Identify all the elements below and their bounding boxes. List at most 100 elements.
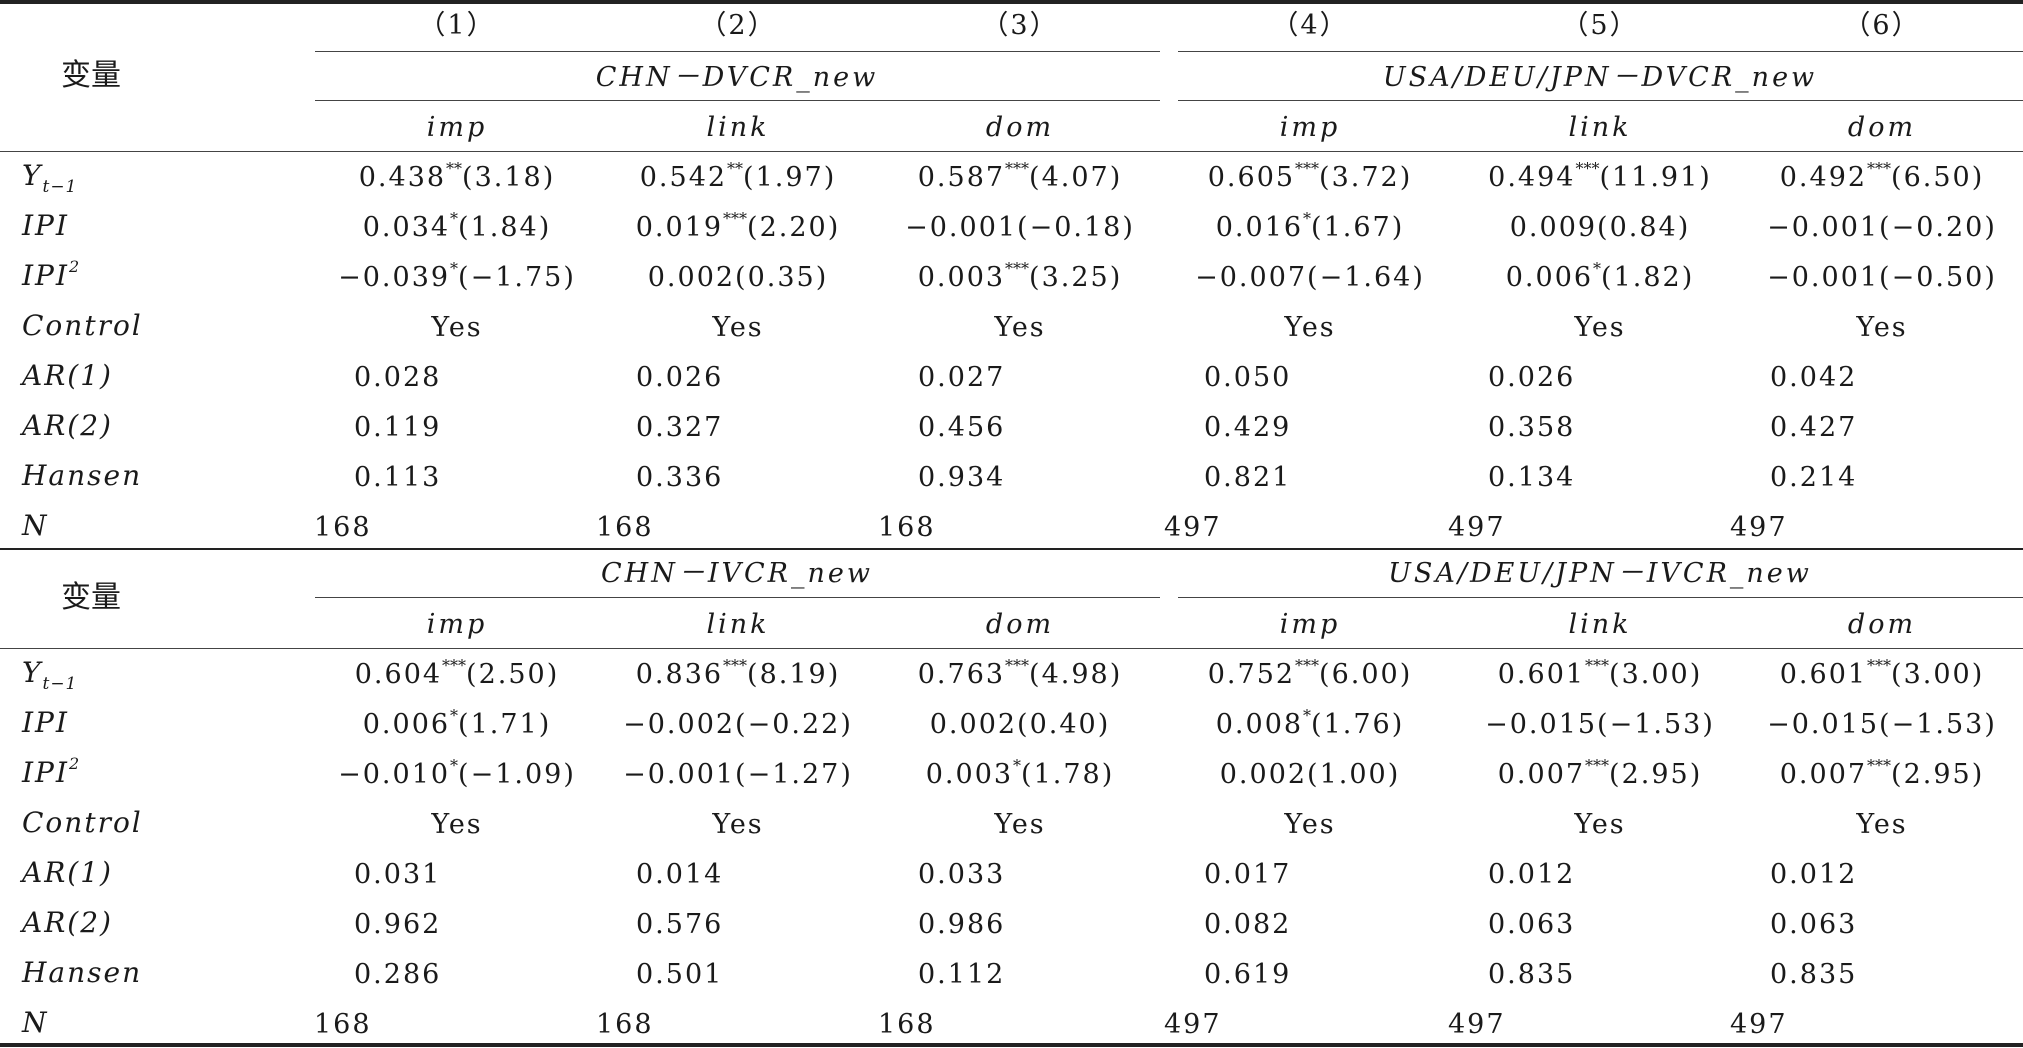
cell-coefficient: 0.063 bbox=[1770, 909, 1858, 940]
subcolumn-header: imp bbox=[1279, 112, 1341, 143]
table-cell: 0.016*(1.67) bbox=[1216, 211, 1404, 242]
cell-t-statistic: (2.95) bbox=[1609, 759, 1703, 790]
cell-t-statistic: (3.00) bbox=[1891, 659, 1985, 690]
table-cell: 0.026 bbox=[636, 364, 723, 391]
significance-stars: *** bbox=[1867, 656, 1892, 675]
cell-coefficient: 0.835 bbox=[1488, 959, 1576, 990]
cell-t-statistic: (3.18) bbox=[462, 162, 556, 193]
row-label-text: Y bbox=[22, 159, 43, 192]
cell-t-statistic: (1.76) bbox=[1311, 709, 1405, 740]
top-rule bbox=[0, 0, 2023, 4]
subcolumn-header: imp bbox=[1279, 609, 1341, 640]
row-label: Control bbox=[22, 312, 143, 340]
row-label-text: AR(1) bbox=[22, 359, 113, 392]
cell-coefficient: 0.031 bbox=[354, 859, 442, 890]
cell-coefficient: Yes bbox=[712, 312, 764, 343]
cell-coefficient: Yes bbox=[431, 809, 483, 840]
table-cell: Yes bbox=[431, 811, 482, 838]
cell-coefficient: 0.042 bbox=[1770, 362, 1858, 393]
row-label: N bbox=[22, 1009, 49, 1037]
cell-coefficient: 0.112 bbox=[918, 959, 1006, 990]
cmidrule-right-group bbox=[1178, 100, 2023, 101]
table-cell: 0.821 bbox=[1204, 464, 1291, 491]
cell-coefficient: Yes bbox=[1284, 312, 1336, 343]
row-label: IPI bbox=[22, 709, 69, 737]
table-cell: 0.494***(11.91) bbox=[1488, 161, 1712, 192]
cell-coefficient: 0.427 bbox=[1770, 412, 1858, 443]
table-cell: 0.587***(4.07) bbox=[918, 161, 1122, 192]
table-cell: 0.605***(3.72) bbox=[1208, 161, 1412, 192]
row-label-text: Control bbox=[22, 806, 143, 839]
table-cell: Yes bbox=[1856, 314, 1907, 341]
significance-stars: * bbox=[450, 756, 459, 775]
table-cell: 497 bbox=[1164, 514, 1222, 541]
table-cell: 0.336 bbox=[636, 464, 723, 491]
row-label: AR(2) bbox=[22, 412, 113, 440]
table-cell: −0.015(−1.53) bbox=[1767, 711, 1997, 738]
table-cell: 168 bbox=[878, 1011, 936, 1038]
table-cell: 0.456 bbox=[918, 414, 1005, 441]
cell-coefficient: 0.456 bbox=[918, 412, 1006, 443]
cell-coefficient: 0.336 bbox=[636, 462, 724, 493]
cell-coefficient: −0.007 bbox=[1195, 262, 1308, 293]
table-cell: Yes bbox=[1284, 314, 1335, 341]
group-header-usa-ivcr: USA/DEU/JPN－IVCR_new bbox=[1388, 558, 1812, 589]
cell-coefficient: 0.113 bbox=[354, 462, 442, 493]
table-cell: Yes bbox=[712, 811, 763, 838]
cell-coefficient: 0.082 bbox=[1204, 909, 1292, 940]
table-cell: 0.619 bbox=[1204, 961, 1291, 988]
table-cell: 0.063 bbox=[1770, 911, 1857, 938]
cell-coefficient: Yes bbox=[712, 809, 764, 840]
table-cell: −0.002(−0.22) bbox=[623, 711, 853, 738]
table-cell: 0.007***(2.95) bbox=[1498, 758, 1703, 790]
cell-coefficient: Yes bbox=[1856, 312, 1908, 343]
significance-stars: *** bbox=[1585, 756, 1610, 775]
significance-stars: *** bbox=[1005, 259, 1030, 278]
cell-coefficient: 0.752 bbox=[1207, 659, 1296, 690]
row-header-label-bottom: 变量 bbox=[61, 580, 121, 615]
subcolumn-header: link bbox=[706, 112, 770, 143]
table-cell: 0.031 bbox=[354, 861, 441, 888]
row-label-text: IPI bbox=[22, 209, 69, 242]
cell-coefficient: 0.012 bbox=[1488, 859, 1576, 890]
significance-stars: * bbox=[1303, 209, 1312, 228]
row-label-text: Hansen bbox=[22, 956, 143, 989]
table-cell: Yes bbox=[994, 314, 1045, 341]
cell-coefficient: −0.001 bbox=[1767, 262, 1880, 293]
table-cell: Yes bbox=[1284, 811, 1335, 838]
cell-t-statistic: (−1.75) bbox=[458, 262, 576, 293]
cell-coefficient: Yes bbox=[1856, 809, 1908, 840]
cell-coefficient: 0.003 bbox=[925, 759, 1014, 790]
cell-coefficient: 0.763 bbox=[917, 659, 1006, 690]
table-cell: −0.039*(−1.75) bbox=[338, 261, 576, 293]
cell-coefficient: 0.008 bbox=[1215, 709, 1304, 740]
table-cell: 497 bbox=[1164, 1011, 1222, 1038]
column-number: （5） bbox=[1561, 10, 1639, 41]
cmidrule-right-group-bottom bbox=[1178, 597, 2023, 598]
cell-t-statistic: (2.20) bbox=[747, 212, 841, 243]
significance-stars: *** bbox=[442, 656, 467, 675]
cell-coefficient: Yes bbox=[1574, 809, 1626, 840]
cell-coefficient: 168 bbox=[878, 512, 936, 543]
table-cell: 168 bbox=[596, 1011, 654, 1038]
subcolumn-header: link bbox=[1568, 609, 1632, 640]
cell-t-statistic: (−0.20) bbox=[1879, 212, 1997, 243]
cell-coefficient: 0.063 bbox=[1488, 909, 1576, 940]
table-cell: 497 bbox=[1730, 1011, 1788, 1038]
table-cell: −0.010*(−1.09) bbox=[338, 758, 576, 789]
cell-t-statistic: (−0.50) bbox=[1879, 262, 1997, 293]
table-cell: 0.327 bbox=[636, 414, 723, 441]
cell-coefficient: 168 bbox=[596, 1009, 654, 1040]
row-label-text: IPI bbox=[22, 706, 69, 739]
column-number: （2） bbox=[699, 10, 777, 41]
cell-coefficient: −0.039 bbox=[338, 262, 451, 293]
table-cell: 0.019***(2.20) bbox=[636, 211, 841, 243]
table-cell: 0.007***(2.95) bbox=[1780, 758, 1984, 789]
row-label-text: AR(2) bbox=[22, 409, 113, 442]
cmidrule-left-group-bottom bbox=[315, 597, 1160, 598]
cell-coefficient: Yes bbox=[994, 809, 1046, 840]
table-cell: 0.026 bbox=[1488, 364, 1575, 391]
cell-t-statistic: (0.35) bbox=[735, 262, 829, 293]
table-cell: 0.050 bbox=[1204, 364, 1291, 391]
table-cell: 0.119 bbox=[354, 414, 441, 441]
